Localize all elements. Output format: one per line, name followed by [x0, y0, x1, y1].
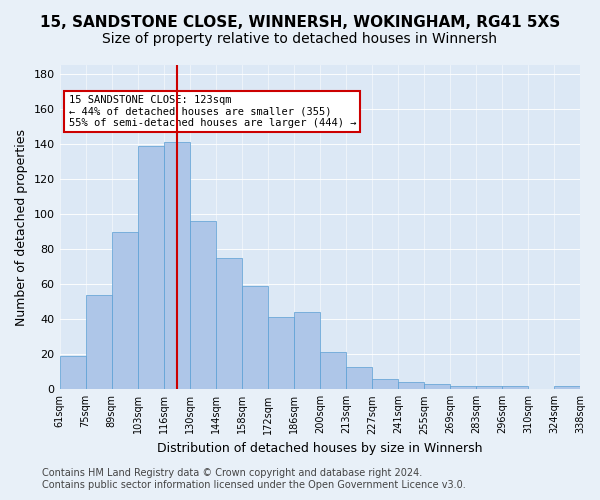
Bar: [476, 386, 502, 390]
Bar: [164, 142, 190, 390]
Text: 15, SANDSTONE CLOSE, WINNERSH, WOKINGHAM, RG41 5XS: 15, SANDSTONE CLOSE, WINNERSH, WOKINGHAM…: [40, 15, 560, 30]
Bar: [268, 318, 294, 390]
Bar: [398, 382, 424, 390]
Bar: [86, 294, 112, 390]
Bar: [59, 356, 86, 390]
Bar: [502, 386, 528, 390]
Bar: [554, 386, 580, 390]
Bar: [294, 312, 320, 390]
Text: Size of property relative to detached houses in Winnersh: Size of property relative to detached ho…: [103, 32, 497, 46]
Bar: [424, 384, 450, 390]
Bar: [320, 352, 346, 390]
Y-axis label: Number of detached properties: Number of detached properties: [15, 128, 28, 326]
Bar: [450, 386, 476, 390]
Text: Contains HM Land Registry data © Crown copyright and database right 2024.
Contai: Contains HM Land Registry data © Crown c…: [42, 468, 466, 490]
X-axis label: Distribution of detached houses by size in Winnersh: Distribution of detached houses by size …: [157, 442, 482, 455]
Text: 15 SANDSTONE CLOSE: 123sqm
← 44% of detached houses are smaller (355)
55% of sem: 15 SANDSTONE CLOSE: 123sqm ← 44% of deta…: [68, 95, 356, 128]
Bar: [242, 286, 268, 390]
Bar: [112, 232, 137, 390]
Bar: [215, 258, 242, 390]
Bar: [190, 221, 215, 390]
Bar: [137, 146, 164, 390]
Bar: [372, 379, 398, 390]
Bar: [346, 366, 372, 390]
